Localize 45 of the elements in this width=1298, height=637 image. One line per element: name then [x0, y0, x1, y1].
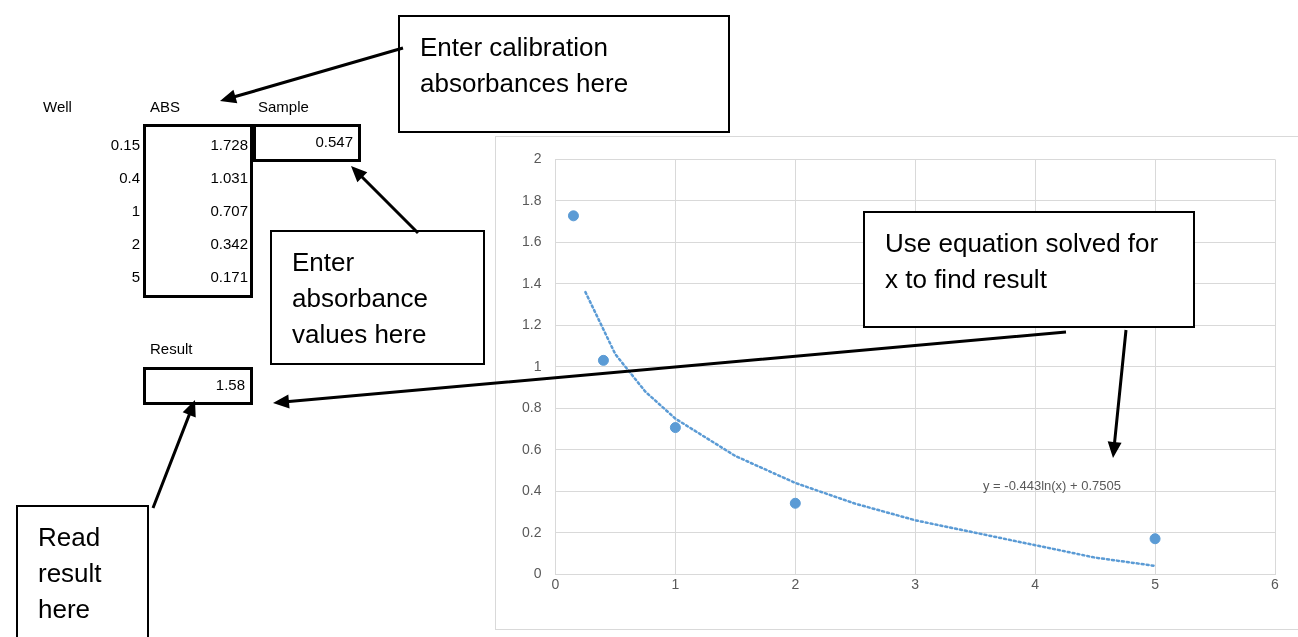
text: Result — [150, 340, 194, 357]
y-tick-label: 0 — [533, 565, 542, 582]
y-tick-label: 1.2 — [521, 316, 542, 333]
x-tick-label: 5 — [1151, 576, 1160, 593]
y-tick-label: 0.2 — [521, 523, 542, 540]
point — [789, 497, 801, 509]
text: Sample — [258, 98, 310, 115]
y-tick-label: 0.8 — [521, 399, 542, 416]
text: 1.031 — [209, 169, 248, 186]
point — [597, 354, 609, 366]
y-tick-label: 1 — [533, 357, 542, 374]
x-tick-label: 3 — [911, 576, 920, 593]
point — [1149, 533, 1161, 545]
x-tick-label: 0 — [551, 576, 560, 593]
text: 0.4 — [118, 169, 140, 186]
y-tick-label: 1.4 — [521, 274, 542, 291]
point — [669, 422, 681, 434]
text: ABS — [150, 98, 181, 115]
annotation: Use equation solved for x to find result — [863, 211, 1195, 328]
text: 0.707 — [209, 202, 248, 219]
text: Well — [43, 98, 73, 115]
x-tick-label: 4 — [1031, 576, 1040, 593]
text: 1.728 — [209, 136, 248, 153]
text: 0.547 — [253, 124, 361, 162]
text: 1.58 — [143, 367, 253, 405]
text: 5 — [130, 268, 140, 285]
text: 0.171 — [209, 268, 248, 285]
text: Enter calibration absorbances here — [398, 15, 730, 133]
text: 0.15 — [109, 136, 140, 153]
y-tick-label: 1.8 — [521, 191, 542, 208]
y-tick-label: 0.4 — [521, 482, 542, 499]
annotation: y = -0.443ln(x) + 0.7505 — [983, 478, 1123, 493]
text: 2 — [130, 235, 140, 252]
text: Read result here — [16, 505, 149, 637]
line-series — [584, 290, 1157, 568]
text: 0.342 — [209, 235, 248, 252]
y-tick-label: 0.6 — [521, 440, 542, 457]
y-tick-label: 2 — [533, 150, 542, 167]
x-tick-label: 2 — [791, 576, 800, 593]
text: Enter absorbance values here — [270, 230, 485, 365]
x-tick-label: 6 — [1271, 576, 1280, 593]
y-tick-label: 1.6 — [521, 233, 542, 250]
x-tick-label: 1 — [671, 576, 680, 593]
point — [567, 210, 579, 222]
text: 1 — [130, 202, 140, 219]
